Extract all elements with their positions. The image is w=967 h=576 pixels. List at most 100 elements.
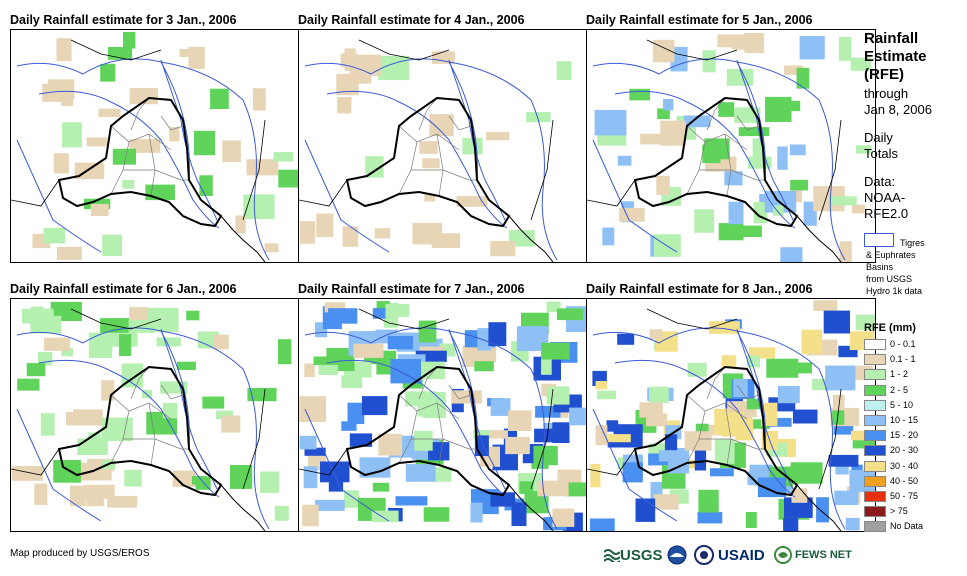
rainfall-patch (717, 34, 744, 48)
rainfall-patch (783, 518, 799, 531)
rainfall-patch (825, 365, 856, 391)
basin-description: Tigres & Euphrates Basins from USGS Hydr… (866, 237, 966, 297)
rainfall-patch (702, 50, 716, 73)
rainfall-patch (264, 243, 279, 253)
province-boundary (398, 394, 460, 420)
rainfall-patch (780, 247, 803, 262)
rainfall-patch (304, 363, 315, 378)
dos-seal-logo (694, 543, 714, 567)
rainfall-patch (53, 460, 81, 483)
basin-line: & Euphrates (866, 250, 916, 260)
legend-item: 20 - 30 (864, 445, 964, 457)
rainfall-patch (342, 226, 359, 247)
legend-label: 5 - 10 (890, 399, 914, 410)
rainfall-patch (274, 505, 289, 521)
map-panel-8-jan: Daily Rainfall estimate for 8 Jan., 2006 (586, 281, 876, 532)
rainfall-patch (726, 69, 754, 86)
rainfall-map[interactable] (10, 298, 300, 532)
legend-swatch (864, 354, 886, 366)
rainfall-patch (417, 397, 433, 417)
rainfall-patch (629, 88, 651, 101)
rainfall-map[interactable] (298, 298, 588, 532)
rainfall-patch (353, 343, 384, 358)
rainfall-patch (112, 148, 136, 165)
data-line: RFE2.0 (864, 206, 909, 221)
rainfall-map[interactable] (586, 298, 876, 532)
rainfall-patch (21, 308, 54, 324)
rainfall-patch (775, 100, 801, 112)
rainfall-patch (660, 120, 686, 146)
rainfall-patch (122, 179, 135, 189)
rainfall-patch (552, 508, 575, 527)
rainfall-patch (260, 471, 280, 493)
data-line: Data: (864, 174, 896, 189)
rainfall-patch (658, 450, 678, 462)
rainfall-patch (344, 48, 356, 71)
rainfall-patch (230, 465, 253, 489)
euphrates-river (38, 359, 220, 498)
rainfall-patch (832, 394, 845, 412)
legend-swatch (864, 506, 886, 518)
rainfall-patch (748, 347, 776, 359)
legend-label: No Data (890, 521, 924, 532)
rainfall-patch (490, 492, 516, 507)
rainfall-patch (349, 54, 381, 76)
rainfall-patch (728, 201, 744, 225)
rainfall-map[interactable] (586, 29, 876, 263)
iraq-border (57, 365, 223, 497)
rainfall-patch (61, 96, 74, 107)
rainfall-patch (714, 439, 735, 464)
rainfall-patch (710, 468, 734, 477)
rainfall-patch (595, 424, 608, 446)
rainfall-patch (473, 430, 490, 439)
rainfall-patch (213, 334, 229, 350)
rainfall-patch (697, 511, 723, 524)
legend-swatch (864, 369, 886, 381)
panel-title: Daily Rainfall estimate for 6 Jan., 2006 (10, 282, 237, 296)
rainfall-map[interactable] (298, 29, 588, 263)
rainfall-patch (511, 502, 527, 526)
rainfall-patch (856, 145, 872, 154)
rainfall-patch (246, 159, 279, 176)
legend-label: 20 - 30 (890, 445, 919, 456)
rainfall-patch (62, 122, 82, 148)
rainfall-patch (419, 141, 438, 154)
rainfall-patch (828, 454, 859, 467)
basin-line: from USGS (866, 274, 913, 284)
rainfall-patch (541, 342, 570, 360)
rainfall-patch (304, 447, 326, 456)
rainfall-patch (415, 350, 447, 362)
rainfall-patch (253, 88, 266, 111)
rainfall-patch (839, 241, 852, 262)
rainfall-map[interactable] (10, 29, 300, 263)
rainfall-patch (129, 307, 148, 321)
rainfall-patch (639, 402, 663, 418)
rainfall-patch (273, 152, 294, 162)
rainfall-patch (835, 463, 849, 475)
legend-swatch (864, 384, 886, 396)
rainfall-patch (552, 423, 568, 439)
rainfall-patch (546, 301, 561, 313)
rainfall-patch (635, 498, 656, 522)
rainfall-patch (813, 300, 838, 311)
province-boundary (130, 97, 150, 131)
rainfall-patch (57, 246, 82, 260)
rainfall-patch (26, 363, 46, 377)
legend-heading: Rainfall Estimate (RFE) (864, 30, 927, 84)
rainfall-patch (648, 443, 677, 454)
rainfall-patch (694, 448, 707, 471)
neighbor-border (587, 308, 842, 490)
rainfall-patch (172, 470, 197, 487)
rainfall-patch (424, 193, 436, 202)
rainfall-patch (194, 130, 215, 156)
rainfall-patch (169, 127, 180, 142)
rainfall-patch (216, 410, 233, 420)
rainfall-patch (430, 467, 452, 482)
iraq-border (57, 96, 223, 228)
rainfall-patch (372, 482, 389, 492)
rainfall-patch (428, 442, 450, 461)
rainfall-patch (337, 97, 352, 114)
legend-label: 10 - 15 (890, 415, 919, 425)
province-boundary (736, 384, 760, 400)
rainfall-patch (735, 418, 754, 441)
